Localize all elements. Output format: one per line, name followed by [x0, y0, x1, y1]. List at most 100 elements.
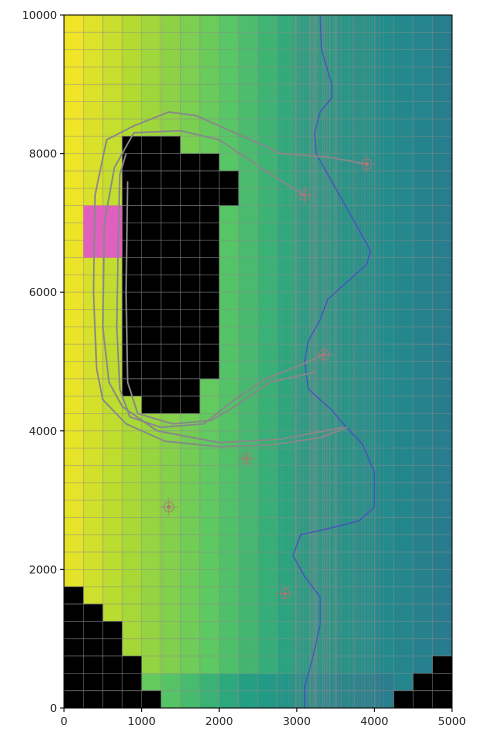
field-cell: [413, 49, 434, 68]
field-cell: [180, 465, 201, 484]
field-cell: [141, 465, 162, 484]
field-cell: [335, 205, 356, 224]
field-cell: [335, 396, 356, 414]
field-cell: [335, 586, 356, 605]
field-cell: [277, 344, 298, 362]
field-cell: [102, 448, 123, 466]
field-cell: [413, 534, 434, 553]
field-cell: [64, 240, 84, 259]
field-cell: [122, 500, 143, 518]
field-cell: [64, 205, 84, 224]
y-tick-label: 8000: [29, 148, 57, 161]
field-cell: [296, 257, 317, 276]
field-cell: [161, 621, 181, 640]
field-cell: [102, 292, 123, 311]
field-cell: [83, 465, 104, 484]
field-cell: [335, 482, 356, 501]
field-cell: [258, 15, 278, 33]
field-cell: [432, 361, 452, 380]
axes: 0 1000 2000 3000 4000 5000 0 2000 4000 6000 8000 10…: [22, 9, 466, 728]
field-cell: [374, 361, 395, 380]
field-cell: [258, 118, 278, 137]
field-cell: [277, 465, 298, 484]
field-cell: [258, 361, 278, 380]
field-cell: [258, 448, 278, 466]
field-cell: [64, 534, 84, 553]
field-cell: [355, 136, 375, 155]
field-cell: [374, 430, 395, 449]
field-cell: [355, 309, 375, 328]
field-cell: [199, 101, 220, 120]
field-cell: [296, 170, 317, 189]
field-cell: [180, 430, 201, 449]
field-cell: [122, 49, 143, 68]
field-cell: [296, 240, 317, 259]
field-cell: [316, 448, 337, 466]
field-cell: [393, 448, 414, 466]
field-cell: [83, 49, 104, 68]
field-cell: [122, 413, 143, 432]
field-cell: [335, 552, 356, 570]
field-cell: [64, 222, 84, 241]
field-cell: [238, 15, 259, 33]
field-cell: [122, 448, 143, 466]
field-cell: [238, 465, 259, 484]
field-cell: [335, 344, 356, 362]
field-cell: [161, 534, 181, 553]
field-cell: [180, 621, 201, 640]
inactive-block: [141, 396, 200, 414]
field-cell: [199, 32, 220, 51]
field-cell: [355, 534, 375, 553]
field-cell: [238, 621, 259, 640]
field-cell: [393, 482, 414, 501]
field-cell: [374, 153, 395, 172]
field-cell: [238, 170, 259, 189]
field-cell: [64, 326, 84, 345]
field-cell: [316, 413, 337, 432]
field-cell: [316, 361, 337, 380]
field-cell: [432, 222, 452, 241]
field-cell: [258, 309, 278, 328]
field-cell: [296, 569, 317, 588]
field-cell: [219, 604, 240, 622]
field-cell: [432, 32, 452, 51]
field-cell: [432, 534, 452, 553]
field-cell: [83, 586, 104, 605]
field-cell: [122, 517, 143, 536]
field-cell: [393, 569, 414, 588]
field-cell: [393, 101, 414, 120]
field-cell: [316, 257, 337, 276]
field-cell: [258, 292, 278, 311]
field-cell: [161, 430, 181, 449]
field-cell: [355, 118, 375, 137]
field-cell: [199, 136, 220, 155]
field-cell: [296, 621, 317, 640]
field-cell: [277, 586, 298, 605]
field-cell: [335, 66, 356, 85]
field-cell: [335, 118, 356, 137]
field-cell: [102, 136, 123, 155]
field-cell: [355, 638, 375, 657]
field-cell: [335, 309, 356, 328]
field-cell: [413, 257, 434, 276]
field-cell: [355, 517, 375, 536]
field-cell: [199, 621, 220, 640]
field-cell: [277, 240, 298, 259]
field-cell: [335, 500, 356, 518]
field-cell: [335, 222, 356, 241]
field-cell: [296, 604, 317, 622]
field-cell: [180, 586, 201, 605]
field-cell: [64, 378, 84, 397]
field-cell: [83, 482, 104, 501]
field-cell: [432, 482, 452, 501]
field-cell: [180, 604, 201, 622]
field-cell: [180, 638, 201, 657]
field-cell: [161, 118, 181, 137]
field-cell: [219, 621, 240, 640]
field-cell: [102, 32, 123, 51]
field-cell: [432, 84, 452, 103]
field-cell: [122, 465, 143, 484]
field-cell: [374, 500, 395, 518]
field-cell: [393, 222, 414, 241]
field-cell: [413, 170, 434, 189]
